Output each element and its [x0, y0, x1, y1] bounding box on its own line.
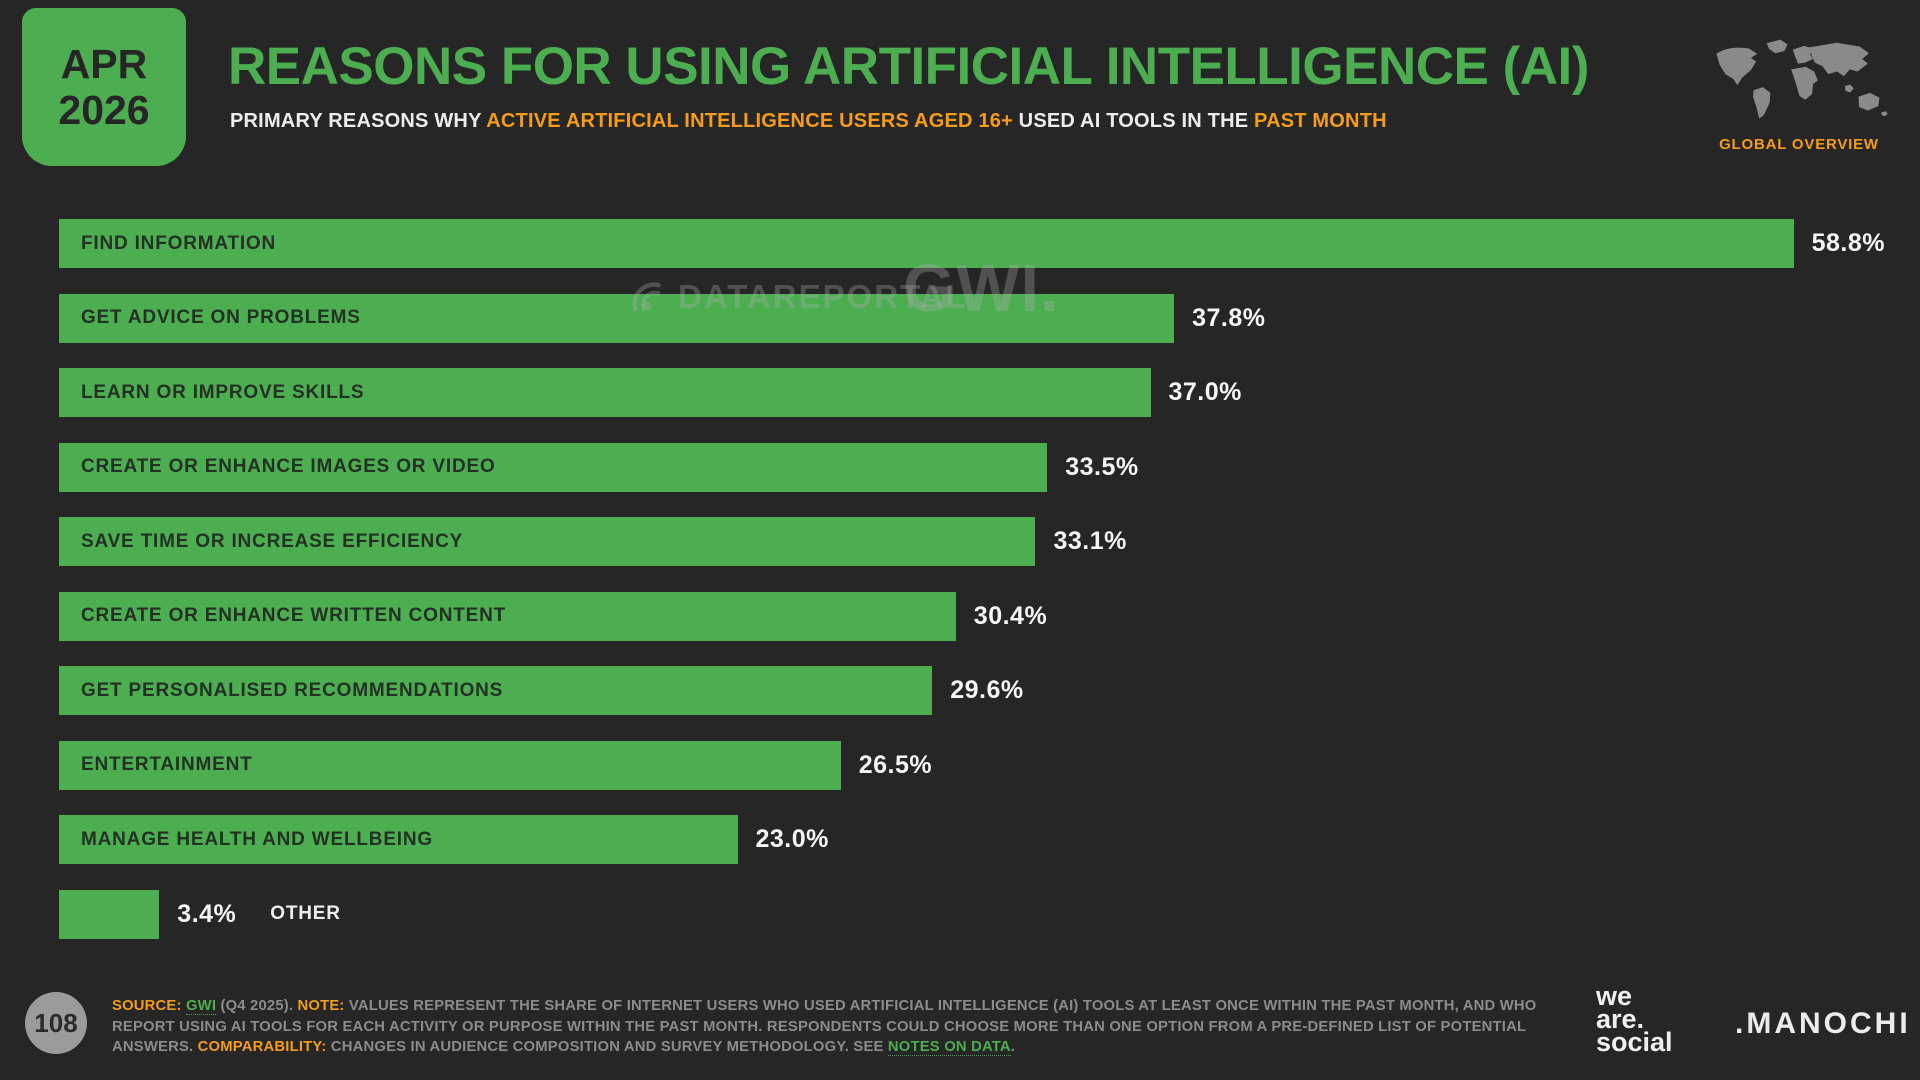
note-segment: .: [1010, 1039, 1016, 1055]
bar-value: 30.4%: [973, 601, 1048, 630]
bar-row: MANAGE HEALTH AND WELLBEING 23.0%: [59, 815, 829, 865]
bar-row: CREATE OR ENHANCE WRITTEN CONTENT 30.4%: [59, 591, 1048, 641]
note-segment: COMPARABILITY:: [197, 1039, 327, 1055]
bar-row: ENTERTAINMENT 26.5%: [59, 740, 933, 790]
page-title: REASONS FOR USING ARTIFICIAL INTELLIGENC…: [228, 37, 1589, 96]
bar-label: GET PERSONALISED RECOMMENDATIONS: [81, 679, 504, 701]
note-segment: VALUES REPRESENT THE SHARE OF INTERNET U…: [112, 998, 1537, 1055]
bar: [59, 889, 160, 939]
subtitle-segment: ACTIVE ARTIFICIAL INTELLIGENCE USERS AGE…: [486, 110, 1013, 132]
bar-label: LEARN OR IMPROVE SKILLS: [81, 381, 365, 403]
notes-on-data-link[interactable]: NOTES ON DATA: [887, 1039, 1011, 1056]
subtitle-segment: PAST MONTH: [1254, 110, 1387, 132]
bar: SAVE TIME OR INCREASE EFFICIENCY: [59, 517, 1036, 567]
bar: GET ADVICE ON PROBLEMS: [59, 293, 1175, 343]
page-number-badge: 108: [25, 992, 87, 1054]
scope-label: GLOBAL OVERVIEW: [1719, 136, 1879, 153]
we-are-social-logo: we are. social: [1596, 981, 1673, 1057]
bar-row: FIND INFORMATION 58.8%: [59, 219, 1885, 268]
bar-label: OTHER: [270, 903, 341, 925]
bar-row: SAVE TIME OR INCREASE EFFICIENCY 33.1%: [59, 517, 1127, 567]
bar: LEARN OR IMPROVE SKILLS: [59, 368, 1151, 418]
bar: MANAGE HEALTH AND WELLBEING: [59, 815, 738, 865]
gwi-source-link[interactable]: GWI: [185, 998, 217, 1015]
bar-row: GET PERSONALISED RECOMMENDATIONS 29.6%: [59, 666, 1024, 716]
bar-row: CREATE OR ENHANCE IMAGES OR VIDEO 33.5%: [59, 442, 1139, 492]
subtitle-segment: PRIMARY REASONS WHY: [230, 110, 487, 132]
bar-label: CREATE OR ENHANCE WRITTEN CONTENT: [81, 605, 507, 627]
bar-value: 37.0%: [1168, 378, 1242, 407]
bar: CREATE OR ENHANCE WRITTEN CONTENT: [59, 591, 956, 641]
bar: ENTERTAINMENT: [59, 740, 841, 790]
bar: GET PERSONALISED RECOMMENDATIONS: [59, 666, 933, 716]
date-year: 2026: [58, 87, 150, 133]
bar: CREATE OR ENHANCE IMAGES OR VIDEO: [59, 442, 1048, 492]
bar-value: 58.8%: [1811, 229, 1885, 257]
we-are-social-line: social: [1596, 1027, 1673, 1057]
bar-chart: FIND INFORMATION 58.8% GET ADVICE ON PROBL…: [59, 219, 1884, 959]
subtitle-segment: USED AI TOOLS IN THE: [1012, 110, 1255, 132]
bar-value: 33.1%: [1053, 527, 1127, 556]
bar-label: CREATE OR ENHANCE IMAGES OR VIDEO: [81, 456, 496, 478]
bar-row: 3.4% OTHER: [59, 889, 341, 939]
bar-label: GET ADVICE ON PROBLEMS: [81, 307, 361, 329]
manochi-logo: .MANOCHI: [1735, 1007, 1911, 1040]
global-overview-block: GLOBAL OVERVIEW: [1703, 34, 1895, 153]
date-badge: APR 2026: [22, 8, 186, 166]
note-segment: (Q4 2025).: [216, 998, 298, 1014]
bar-value: 23.0%: [755, 825, 829, 854]
bar-value: 33.5%: [1065, 452, 1139, 481]
we-are-social-line: are.: [1596, 1004, 1645, 1034]
note-segment: NOTE:: [297, 998, 345, 1014]
bar-label: ENTERTAINMENT: [81, 754, 253, 776]
bar-row: LEARN OR IMPROVE SKILLS 37.0%: [59, 368, 1242, 418]
bar-label: FIND INFORMATION: [81, 232, 277, 254]
date-month: APR: [60, 41, 148, 87]
page-subtitle: PRIMARY REASONS WHY ACTIVE ARTIFICIAL IN…: [230, 110, 1530, 133]
bar-value: 26.5%: [858, 750, 933, 779]
bar-value: 29.6%: [950, 676, 1024, 705]
bar-label: SAVE TIME OR INCREASE EFFICIENCY: [81, 530, 464, 552]
bar: FIND INFORMATION: [59, 219, 1794, 268]
bar-value: 3.4%: [177, 899, 237, 928]
we-are-social-line: we: [1596, 981, 1633, 1011]
note-segment: CHANGES IN AUDIENCE COMPOSITION AND SURV…: [326, 1039, 888, 1055]
bar-row: GET ADVICE ON PROBLEMS 37.8%: [59, 293, 1266, 343]
bar-value: 37.8%: [1192, 303, 1266, 332]
page-number: 108: [34, 1007, 78, 1038]
bar-label: MANAGE HEALTH AND WELLBEING: [81, 828, 433, 850]
source-note: SOURCE: GWI (Q4 2025). NOTE: VALUES REPR…: [112, 996, 1542, 1058]
world-map-icon: [1716, 39, 1888, 119]
note-segment: SOURCE:: [112, 998, 182, 1014]
